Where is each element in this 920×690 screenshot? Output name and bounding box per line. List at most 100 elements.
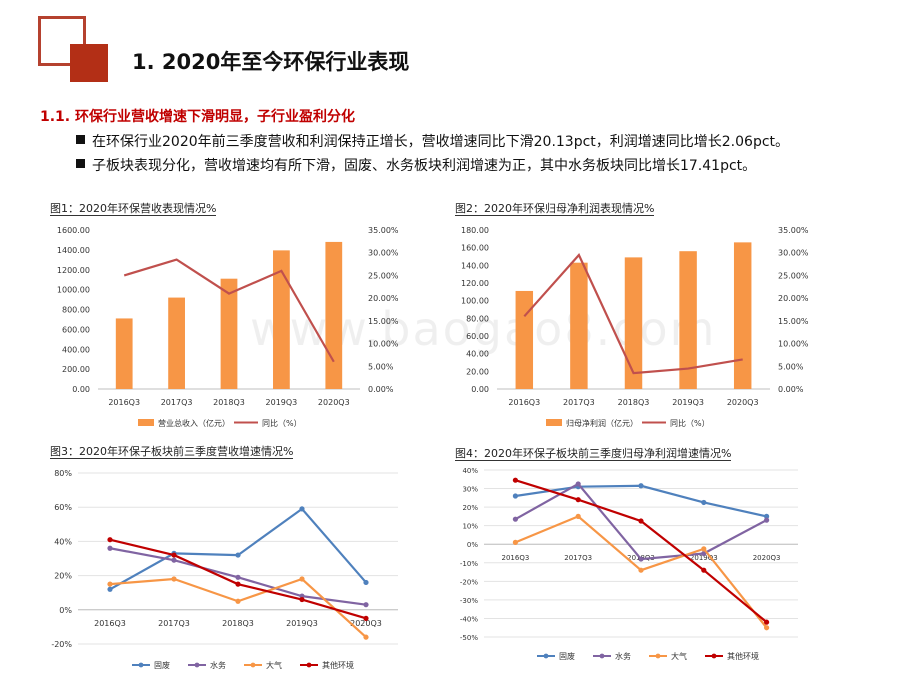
y-axis-tick-label: 10% bbox=[462, 523, 478, 531]
right-axis-tick-label: 35.00% bbox=[778, 226, 809, 235]
right-axis-tick-label: 30.00% bbox=[778, 249, 809, 258]
bullet-item-2: 子板块表现分化，营收增速均有所下滑，固废、水务板块利润增速为正，其中水务板块同比… bbox=[76, 155, 757, 175]
series-3-point bbox=[638, 518, 644, 524]
y-axis-tick-label: -50% bbox=[460, 634, 478, 642]
right-axis-tick-label: 10.00% bbox=[778, 340, 809, 349]
right-axis-tick-label: 0.00% bbox=[778, 385, 804, 394]
series-3-point bbox=[575, 497, 581, 503]
legend-swatch-bar bbox=[546, 419, 562, 426]
x-axis-tick-label: 2018Q3 bbox=[618, 398, 650, 407]
y-axis-tick-label: -30% bbox=[460, 597, 478, 605]
right-axis-tick-label: 20.00% bbox=[368, 294, 399, 303]
right-axis-tick-label: 25.00% bbox=[778, 271, 809, 280]
y-axis-tick-label: 40% bbox=[54, 537, 72, 546]
right-axis-tick-label: 5.00% bbox=[368, 362, 394, 371]
bullet-square-icon bbox=[76, 159, 85, 168]
series-1-point bbox=[575, 481, 581, 487]
right-axis-tick-label: 20.00% bbox=[778, 294, 809, 303]
y-axis-tick-label: 20% bbox=[462, 504, 478, 512]
series-3-point bbox=[299, 596, 305, 603]
series-2-point bbox=[512, 539, 519, 545]
right-axis-tick-label: 5.00% bbox=[778, 362, 804, 371]
left-axis-tick-label: 400.00 bbox=[62, 345, 90, 354]
figure-1-title: 图1：2020年环保营收表现情况% bbox=[50, 202, 217, 216]
series-0-point bbox=[701, 499, 707, 506]
legend-label-bar: 归母净利润（亿元） bbox=[566, 418, 638, 428]
bar-2020Q3 bbox=[733, 242, 752, 389]
section-subtitle: 1.1. 环保行业营收增速下滑明显，子行业盈利分化 bbox=[40, 109, 355, 125]
legend-label-line: 同比（%） bbox=[262, 418, 302, 428]
legend-label-3: 其他环境 bbox=[727, 651, 759, 661]
figure-4-title: 图4：2020年环保子板块前三季度归母净利润增速情况% bbox=[455, 447, 732, 461]
left-axis-tick-label: 140.00 bbox=[461, 261, 489, 270]
right-axis-tick-label: 10.00% bbox=[368, 340, 399, 349]
series-1-point bbox=[107, 545, 113, 551]
series-line-0 bbox=[515, 484, 767, 518]
series-line-3 bbox=[515, 479, 768, 624]
y-axis-tick-label: 60% bbox=[54, 503, 72, 512]
page-title: 1. 2020年至今环保行业表现 bbox=[132, 50, 410, 74]
y-axis-tick-label: -20% bbox=[460, 578, 478, 586]
series-2-point bbox=[575, 513, 581, 519]
x-axis-tick-label: 2016Q3 bbox=[108, 398, 140, 407]
series-1-point bbox=[764, 517, 770, 523]
series-0-point bbox=[638, 483, 644, 489]
legend-marker-2 bbox=[655, 653, 661, 659]
series-1-point bbox=[363, 602, 369, 608]
legend-label-0: 固废 bbox=[154, 660, 170, 670]
left-axis-tick-label: 40.00 bbox=[466, 350, 489, 359]
left-axis-tick-label: 1000.00 bbox=[57, 286, 90, 295]
series-0-point bbox=[235, 552, 241, 558]
left-axis-tick-label: 0.00 bbox=[72, 385, 90, 394]
series-3-point bbox=[107, 537, 113, 543]
series-1-point bbox=[235, 574, 241, 580]
legend-marker-0 bbox=[138, 662, 144, 668]
right-axis-tick-label: 15.00% bbox=[778, 317, 809, 326]
legend-label-2: 大气 bbox=[671, 651, 687, 661]
x-axis-tick-label: 2020Q3 bbox=[350, 619, 382, 628]
y-axis-tick-label: 30% bbox=[462, 486, 478, 494]
series-2-point bbox=[235, 598, 241, 604]
x-axis-tick-label: 2019Q3 bbox=[286, 619, 318, 628]
series-0-point bbox=[764, 513, 770, 519]
x-axis-tick-label: 2017Q3 bbox=[564, 554, 592, 562]
right-axis-tick-label: 0.00% bbox=[368, 385, 394, 394]
left-axis-tick-label: 80.00 bbox=[466, 314, 489, 323]
x-axis-tick-label: 2017Q3 bbox=[563, 398, 595, 407]
bullet-text-2: 子板块表现分化，营收增速均有所下滑，固废、水务板块利润增速为正，其中水务板块同比… bbox=[92, 158, 757, 174]
legend-label-bar: 营业总收入（亿元） bbox=[158, 418, 230, 428]
figure-3-title: 图3：2020年环保子板块前三季度营收增速情况% bbox=[50, 445, 294, 459]
series-1-point bbox=[171, 557, 177, 563]
x-axis-tick-label: 2016Q3 bbox=[502, 554, 530, 562]
left-axis-tick-label: 160.00 bbox=[461, 244, 489, 253]
series-2-point bbox=[107, 581, 113, 587]
y-axis-tick-label: -40% bbox=[460, 615, 478, 623]
series-2-point bbox=[299, 576, 305, 582]
left-axis-tick-label: 0.00 bbox=[471, 385, 489, 394]
x-axis-tick-label: 2017Q3 bbox=[158, 619, 190, 628]
series-0-point bbox=[512, 493, 519, 499]
legend-swatch-bar bbox=[138, 419, 154, 426]
series-2-point bbox=[171, 576, 177, 582]
bar-2018Q3 bbox=[220, 278, 238, 389]
series-2-point bbox=[638, 567, 644, 573]
left-axis-tick-label: 100.00 bbox=[461, 297, 489, 306]
series-0-point bbox=[299, 506, 305, 512]
y-axis-tick-label: 40% bbox=[462, 467, 478, 475]
series-2-point bbox=[363, 634, 369, 640]
legend-marker-0 bbox=[543, 653, 549, 659]
left-axis-tick-label: 1400.00 bbox=[57, 246, 90, 255]
x-axis-tick-label: 2017Q3 bbox=[161, 398, 193, 407]
bar-2018Q3 bbox=[624, 257, 643, 389]
y-axis-tick-label: 20% bbox=[54, 572, 72, 581]
series-line-yoy bbox=[123, 258, 335, 363]
right-axis-tick-label: 35.00% bbox=[368, 226, 399, 235]
legend-label-2: 大气 bbox=[266, 660, 282, 670]
x-axis-tick-label: 2016Q3 bbox=[94, 619, 126, 628]
x-axis-tick-label: 2019Q3 bbox=[266, 398, 298, 407]
figure-2-title: 图2：2020年环保归母净利润表现情况% bbox=[455, 202, 655, 216]
